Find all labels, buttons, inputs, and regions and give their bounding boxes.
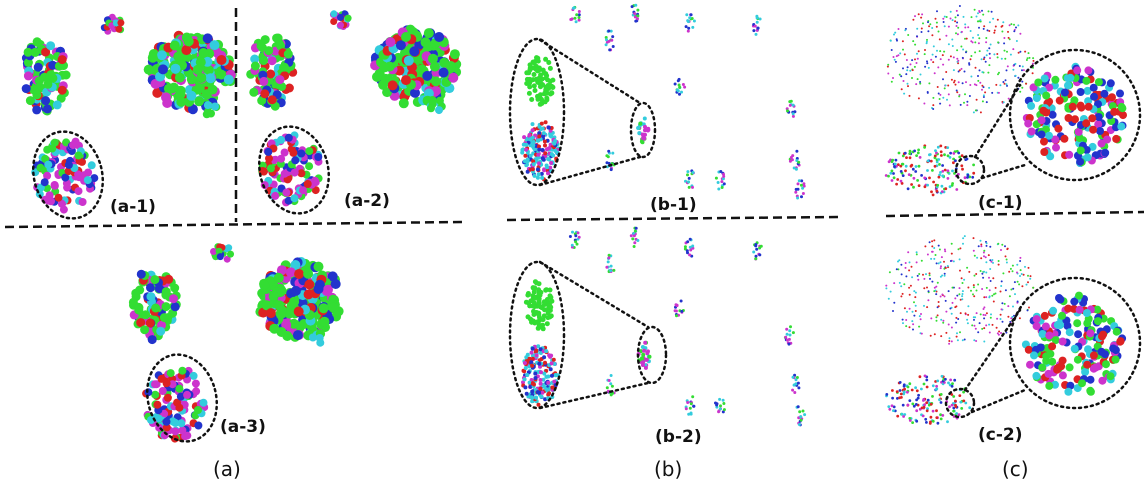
point-cluster bbox=[789, 150, 801, 171]
point-cluster bbox=[1022, 292, 1126, 396]
point-cluster bbox=[210, 243, 234, 263]
point-clouds bbox=[22, 4, 1127, 443]
point-cluster bbox=[786, 100, 797, 118]
point-cluster bbox=[521, 344, 560, 407]
point-cluster bbox=[255, 257, 343, 342]
zoom-line bbox=[972, 390, 1025, 412]
point-cluster bbox=[714, 398, 726, 414]
point-cluster bbox=[796, 405, 807, 426]
view-label: (a-1) bbox=[110, 197, 156, 217]
point-cluster bbox=[631, 4, 640, 23]
point-cluster bbox=[685, 13, 696, 32]
view-label: (a-3) bbox=[220, 417, 266, 437]
point-cluster bbox=[605, 150, 615, 171]
view-label: (a-2) bbox=[344, 191, 390, 211]
point-cluster bbox=[142, 367, 208, 443]
point-cluster bbox=[636, 117, 650, 145]
point-cluster bbox=[246, 34, 297, 111]
zoom-line bbox=[975, 85, 1020, 157]
point-cluster bbox=[715, 170, 726, 191]
panel-caption: (c) bbox=[1002, 457, 1029, 481]
zoom-line bbox=[982, 165, 1025, 178]
point-cluster bbox=[685, 395, 696, 416]
point-cluster bbox=[203, 101, 221, 118]
zoom-line bbox=[540, 262, 648, 327]
view-label: (c-1) bbox=[978, 193, 1023, 213]
zoom-circle bbox=[956, 156, 984, 184]
point-cluster bbox=[791, 374, 800, 394]
point-cluster bbox=[605, 254, 615, 273]
point-cluster bbox=[674, 300, 685, 318]
point-cluster bbox=[524, 279, 555, 331]
view-label: (b-1) bbox=[650, 195, 697, 215]
point-cluster bbox=[569, 231, 581, 249]
point-cluster bbox=[520, 120, 560, 181]
point-cluster bbox=[144, 31, 237, 114]
point-cluster bbox=[674, 78, 687, 96]
point-cluster bbox=[258, 131, 322, 206]
point-cluster bbox=[752, 241, 763, 260]
point-cluster bbox=[330, 10, 352, 30]
zoom-line bbox=[540, 40, 640, 103]
point-cluster bbox=[684, 169, 695, 189]
point-cluster bbox=[22, 37, 71, 115]
point-cluster bbox=[684, 238, 695, 258]
point-cluster bbox=[784, 325, 795, 345]
point-cluster bbox=[101, 14, 125, 35]
point-cluster bbox=[885, 144, 975, 196]
point-cluster bbox=[605, 30, 615, 52]
panel-caption: (b) bbox=[654, 457, 682, 481]
point-cluster bbox=[569, 6, 581, 23]
point-cluster bbox=[524, 55, 555, 107]
point-cluster bbox=[752, 15, 762, 36]
point-cluster bbox=[794, 179, 805, 199]
view-label: (c-2) bbox=[978, 425, 1023, 445]
separator bbox=[507, 217, 838, 220]
panel-caption: (a) bbox=[213, 457, 241, 481]
point-cluster bbox=[129, 270, 181, 344]
view-label: (b-2) bbox=[655, 427, 702, 447]
separator bbox=[5, 222, 462, 227]
figure: (a-1) (a-2) (a-3) (b-1) (b-2) (c-1) (c-2… bbox=[0, 0, 1144, 489]
point-cluster bbox=[31, 138, 98, 214]
point-cluster bbox=[370, 25, 461, 109]
point-cluster bbox=[630, 227, 640, 248]
point-cluster bbox=[1023, 63, 1127, 167]
zoom-ellipse bbox=[631, 103, 655, 157]
zoom-line bbox=[965, 310, 1020, 390]
